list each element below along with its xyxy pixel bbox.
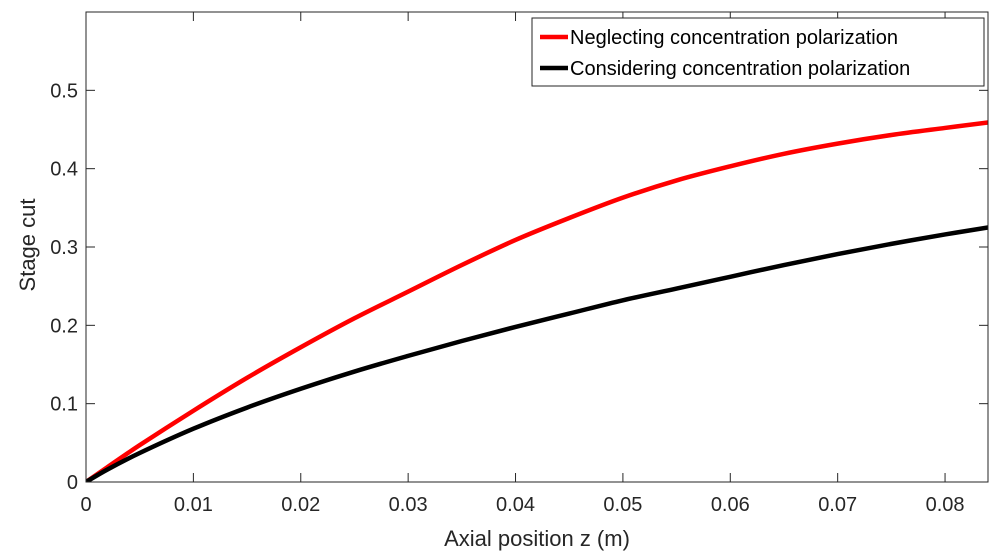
ticks-layer: 0 0.01 0.02 0.03 0.04 0.05 0.06 0.07 0.08 0 0.1 0.2… <box>50 12 988 516</box>
y-tick-label: 0.3 <box>50 237 78 259</box>
y-tick-label: 0.2 <box>50 315 78 337</box>
x-tick-label: 0.01 <box>174 494 213 516</box>
series-line-2 <box>86 225 988 482</box>
x-axis-label: Axial position z (m) <box>444 526 630 551</box>
x-tick-label: 0.08 <box>926 494 965 516</box>
x-tick-label: 0.02 <box>281 494 320 516</box>
x-tick-label: 0.07 <box>818 494 857 516</box>
plot-layer <box>86 120 988 482</box>
y-tick-label: 0.1 <box>50 394 78 416</box>
x-tick-label: 0.05 <box>603 494 642 516</box>
x-tick-label: 0 <box>80 494 91 516</box>
x-tick-label: 0.06 <box>711 494 750 516</box>
x-tick-label: 0.03 <box>389 494 428 516</box>
x-tick-label: 0.04 <box>496 494 535 516</box>
legend-label-2: Considering concentration polarization <box>570 58 910 80</box>
legend-label-1: Neglecting concentration polarization <box>570 27 898 49</box>
series-line-1 <box>86 120 988 482</box>
y-axis-label: Stage cut <box>15 199 40 292</box>
y-tick-label: 0.5 <box>50 80 78 102</box>
legend-box <box>531 17 985 87</box>
y-tick-label: 0 <box>67 472 78 494</box>
legend: Neglecting concentration polarization Con… <box>531 17 985 87</box>
y-tick-label: 0.4 <box>50 159 78 181</box>
